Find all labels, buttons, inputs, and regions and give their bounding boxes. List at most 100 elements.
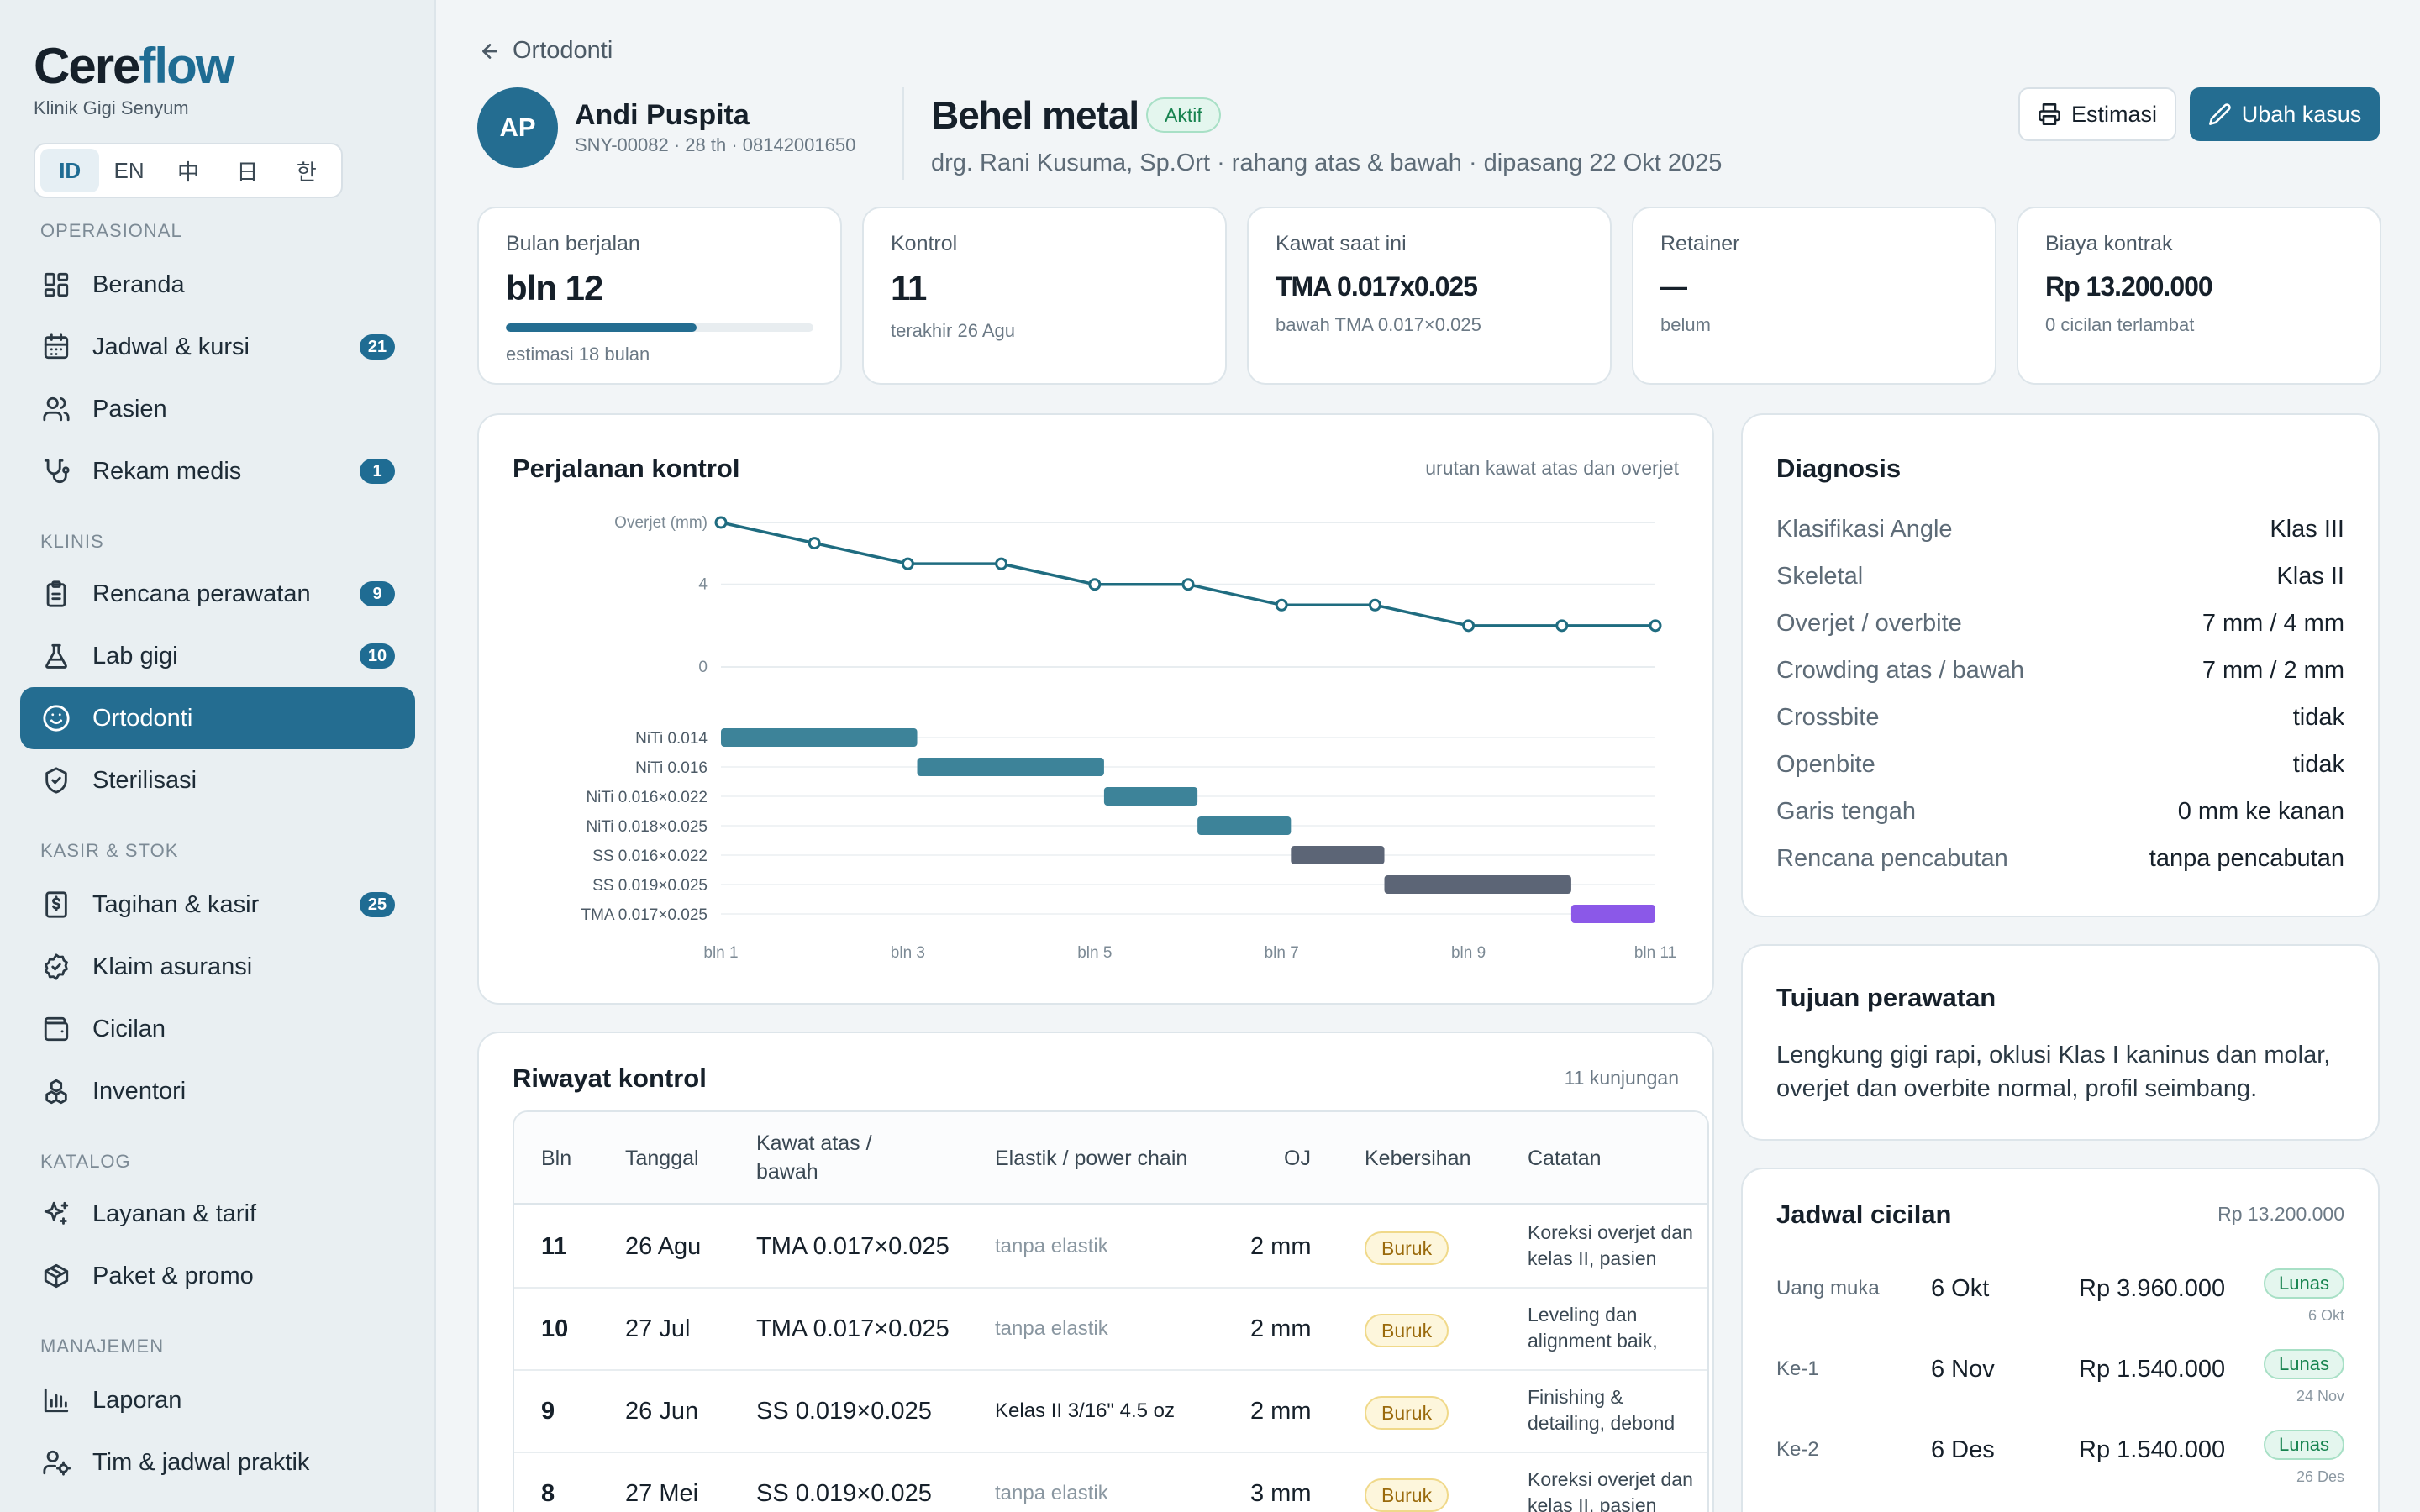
table-row[interactable]: 8 27 Mei SS 0.019×0.025 tanpa elastik 3 … bbox=[514, 1453, 1707, 1512]
installment-row[interactable]: Uang muka 6 Okt Rp 3.960.000 Lunas 6 Okt bbox=[1776, 1260, 2344, 1337]
printer-icon bbox=[2039, 103, 2060, 125]
back-link[interactable]: Ortodonti bbox=[479, 37, 613, 65]
sidebar-item-cicilan[interactable]: Cicilan bbox=[20, 998, 415, 1060]
cell-note: Koreksi overjet dan kelas II, pasien koo… bbox=[1528, 1468, 1693, 1512]
installment-label: Uang muka bbox=[1776, 1277, 1880, 1299]
sidebar-item-laporan[interactable]: Laporan bbox=[20, 1369, 415, 1431]
sidebar-item-rekam-medis[interactable]: Rekam medis 1 bbox=[20, 440, 415, 502]
clipboard-icon bbox=[40, 578, 72, 610]
column-header[interactable]: Bln bbox=[541, 1147, 572, 1170]
stat-label: Kawat saat ini bbox=[1276, 232, 1407, 255]
lang-option-ko[interactable]: 한 bbox=[296, 159, 317, 185]
diagnosis-value: tanpa pencabutan bbox=[2149, 845, 2344, 872]
sidebar-item-tagihan-kasir[interactable]: Tagihan & kasir 25 bbox=[20, 874, 415, 936]
sidebar-item-label: Klaim asuransi bbox=[92, 953, 253, 980]
count-badge: 1 bbox=[360, 459, 395, 484]
column-header[interactable]: Catatan bbox=[1528, 1147, 1602, 1170]
cell-date: 26 Jun bbox=[625, 1398, 699, 1425]
sidebar-item-rencana-perawatan[interactable]: Rencana perawatan 9 bbox=[20, 563, 415, 625]
cell-overjet: 2 mm bbox=[1250, 1315, 1312, 1342]
hygiene-badge: Buruk bbox=[1365, 1231, 1449, 1265]
diagnosis-row: Openbite tidak bbox=[1776, 751, 2344, 779]
cell-date: 26 Agu bbox=[625, 1233, 702, 1260]
table-row[interactable]: 9 26 Jun SS 0.019×0.025 Kelas II 3/16" 4… bbox=[514, 1371, 1707, 1453]
sidebar-item-paket-promo[interactable]: Paket & promo bbox=[20, 1245, 415, 1307]
column-header[interactable]: Kawat atas / bawah bbox=[756, 1131, 872, 1184]
sidebar-item-label: Beranda bbox=[92, 270, 185, 298]
sidebar-item-layanan-tarif[interactable]: Layanan & tarif bbox=[20, 1183, 415, 1245]
diagnosis-value: tidak bbox=[2292, 704, 2344, 731]
patient-name[interactable]: Andi Puspita bbox=[575, 99, 750, 131]
x-tick-label: bln 3 bbox=[891, 944, 925, 962]
nav-section-manajemen: MANAJEMEN bbox=[40, 1336, 165, 1357]
wallet-icon bbox=[40, 1013, 72, 1045]
stat-label: Biaya kontrak bbox=[2045, 232, 2173, 255]
count-badge: 10 bbox=[360, 643, 395, 669]
installment-row[interactable]: Ke-2 6 Des Rp 1.540.000 Lunas 26 Des bbox=[1776, 1421, 2344, 1499]
installment-amount: Rp 3.960.000 bbox=[2079, 1275, 2226, 1302]
patient-avatar[interactable]: AP bbox=[477, 87, 558, 168]
overjet-point bbox=[1275, 598, 1288, 612]
paid-date: 6 Okt bbox=[2307, 1307, 2344, 1324]
installment-date: 6 Nov bbox=[1931, 1356, 1995, 1383]
sidebar-item-inventori[interactable]: Inventori bbox=[20, 1060, 415, 1122]
cell-overjet: 2 mm bbox=[1250, 1233, 1312, 1260]
x-tick-label: bln 11 bbox=[1634, 944, 1676, 962]
stat-value: — bbox=[1660, 271, 1687, 302]
stethoscope-icon bbox=[40, 455, 72, 487]
diagnosis-row: Overjet / overbite 7 mm / 4 mm bbox=[1776, 610, 2344, 638]
lang-option-en[interactable]: EN bbox=[113, 157, 145, 183]
cell-elastic: Kelas II 3/16" 4.5 oz bbox=[995, 1399, 1175, 1422]
wire-label: NiTi 0.016 bbox=[635, 759, 708, 777]
sidebar-item-beranda[interactable]: Beranda bbox=[20, 254, 415, 316]
lang-option-zh[interactable]: 中 bbox=[177, 159, 200, 185]
diagnosis-title: Diagnosis bbox=[1776, 454, 1902, 483]
sidebar-item-ortodonti[interactable]: Ortodonti bbox=[20, 687, 415, 749]
diagnosis-row: Skeletal Klas II bbox=[1776, 563, 2344, 591]
column-header[interactable]: Elastik / power chain bbox=[995, 1147, 1188, 1170]
column-header[interactable]: Kebersihan bbox=[1365, 1147, 1471, 1170]
nav-section-klinis: KLINIS bbox=[40, 531, 104, 552]
sidebar-item-label: Rencana perawatan bbox=[92, 580, 311, 607]
hygiene-badge: Buruk bbox=[1365, 1314, 1449, 1347]
sidebar-item-klaim-asuransi[interactable]: Klaim asuransi bbox=[20, 936, 415, 998]
diagnosis-key: Skeletal bbox=[1776, 563, 1864, 590]
cell-date: 27 Mei bbox=[625, 1480, 699, 1507]
column-header[interactable]: OJ bbox=[1284, 1147, 1311, 1170]
table-row[interactable]: 11 26 Agu TMA 0.017×0.025 tanpa elastik … bbox=[514, 1206, 1707, 1289]
diagnosis-value: 7 mm / 2 mm bbox=[2202, 657, 2344, 684]
stat-label: Kontrol bbox=[891, 232, 958, 255]
y-tick-label: 0 bbox=[698, 659, 708, 676]
sidebar-item-pasien[interactable]: Pasien bbox=[20, 378, 415, 440]
package-icon bbox=[40, 1260, 72, 1292]
shield-icon bbox=[40, 764, 72, 796]
journey-chart: Overjet (mm) 4 0 NiTi 0.014 NiTi 0.016 NiTi 0… bbox=[581, 514, 1676, 962]
sidebar-item-label: Laporan bbox=[92, 1386, 182, 1414]
sidebar-item-label: Pasien bbox=[92, 395, 167, 423]
flask-icon bbox=[40, 640, 72, 672]
stat-card-kontrol: Kontrol 11 terakhir 26 Agu bbox=[862, 207, 1227, 385]
edit-case-button[interactable]: Ubah kasus bbox=[2190, 87, 2380, 141]
lang-option-ja[interactable]: 日 bbox=[236, 159, 259, 185]
x-tick-label: bln 1 bbox=[703, 944, 738, 962]
sidebar-item-jadwal[interactable]: Jadwal & kursi 21 bbox=[20, 316, 415, 378]
sidebar-item-label: Inventori bbox=[92, 1077, 187, 1105]
column-header[interactable]: Tanggal bbox=[625, 1147, 699, 1170]
diagnosis-value: Klas III bbox=[2270, 516, 2344, 543]
sidebar-item-lab-gigi[interactable]: Lab gigi 10 bbox=[20, 625, 415, 687]
bar-chart-icon bbox=[40, 1384, 72, 1416]
app-logo[interactable]: Cereflow bbox=[34, 38, 234, 94]
history-panel: Riwayat kontrol 11 kunjungan Bln Tanggal… bbox=[477, 1032, 1714, 1512]
overjet-point bbox=[995, 557, 1008, 570]
history-table: Bln Tanggal Kawat atas / bawah Elastik /… bbox=[513, 1110, 1709, 1512]
sidebar-item-tim-jadwal[interactable]: Tim & jadwal praktik bbox=[20, 1431, 415, 1494]
sidebar-item-sterilisasi[interactable]: Sterilisasi bbox=[20, 749, 415, 811]
diagnosis-key: Garis tengah bbox=[1776, 798, 1917, 825]
estimasi-button[interactable]: Estimasi bbox=[2018, 87, 2176, 141]
installment-row[interactable]: Ke-1 6 Nov Rp 1.540.000 Lunas 24 Nov bbox=[1776, 1341, 2344, 1418]
cell-note: Koreksi overjet dan kelas II, pasien koo… bbox=[1528, 1221, 1693, 1269]
diagnosis-value: tidak bbox=[2292, 751, 2344, 778]
cell-elastic: tanpa elastik bbox=[995, 1235, 1108, 1257]
table-row[interactable]: 10 27 Jul TMA 0.017×0.025 tanpa elastik … bbox=[514, 1289, 1707, 1371]
lang-option-id[interactable]: ID bbox=[40, 149, 100, 192]
